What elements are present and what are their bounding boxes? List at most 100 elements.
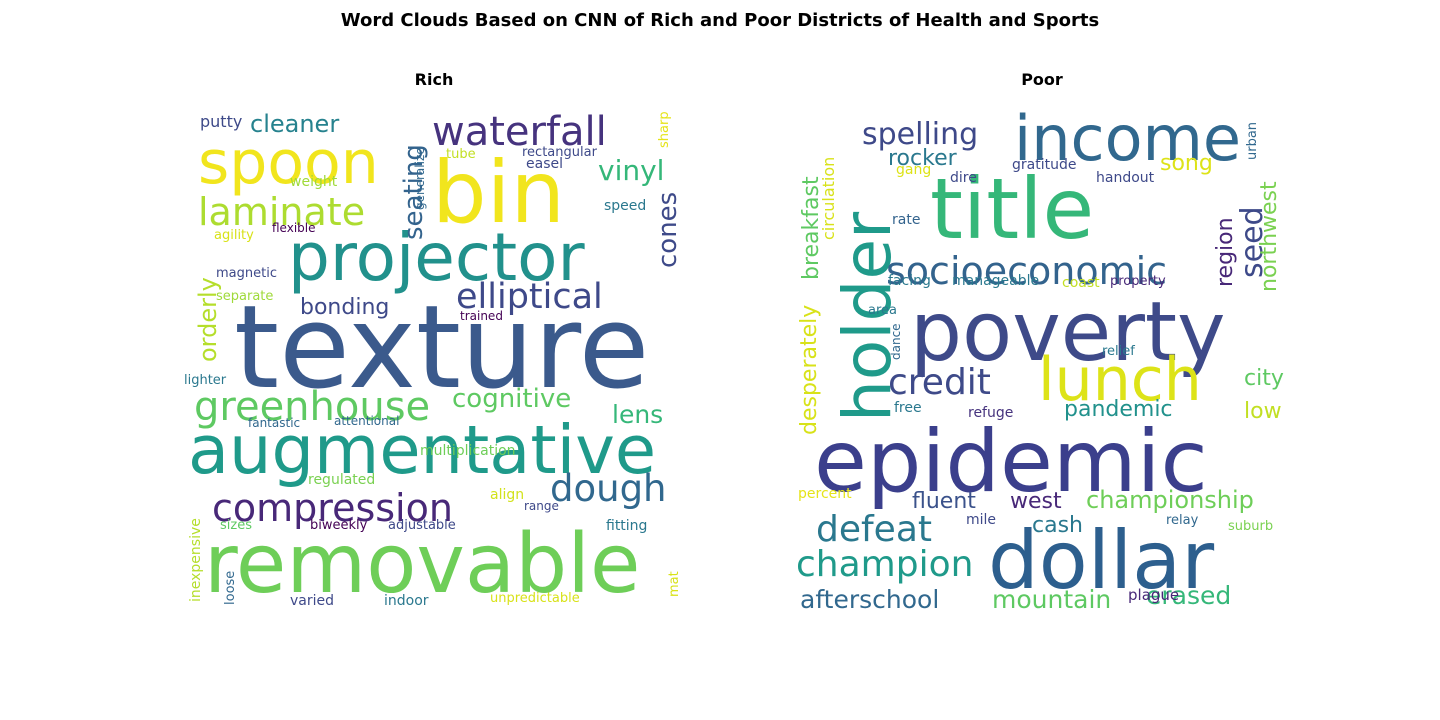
word-rate: rate bbox=[892, 212, 920, 228]
word-removable: removable bbox=[204, 517, 640, 610]
word-trained: trained bbox=[460, 309, 503, 323]
word-low: low bbox=[1244, 399, 1282, 424]
word-defeat: defeat bbox=[816, 509, 932, 550]
word-seating: seating bbox=[399, 144, 429, 240]
word-area: area bbox=[868, 303, 897, 318]
word-holder: holder bbox=[829, 211, 906, 422]
word-socioeconomic: socioeconomic bbox=[886, 249, 1167, 293]
word-credit: credit bbox=[888, 362, 991, 403]
rich-word-cloud: texture removable augmentative binprojector… bbox=[184, 109, 683, 610]
word-unpredictable: unpredictable bbox=[490, 591, 580, 606]
word-cognitive: cognitive bbox=[452, 384, 571, 414]
word-song: song bbox=[1160, 151, 1213, 176]
word-agility: agility bbox=[214, 228, 254, 243]
word-circulation: circulation bbox=[819, 157, 838, 240]
word-projector: projector bbox=[288, 219, 585, 296]
word-spoon: spoon bbox=[198, 128, 379, 198]
word-augmentative: augmentative bbox=[188, 411, 656, 489]
word-dire: dire bbox=[950, 170, 977, 186]
word-range: range bbox=[524, 499, 559, 513]
word-lens: lens bbox=[612, 400, 663, 429]
word-loose: loose bbox=[223, 571, 238, 605]
word-coast: coast bbox=[1062, 275, 1100, 291]
word-cones: cones bbox=[653, 192, 683, 268]
word-plague: plague bbox=[1128, 586, 1179, 604]
word-champion: champion bbox=[796, 544, 973, 585]
word-waterfall: waterfall bbox=[432, 109, 607, 155]
word-fitting: fitting bbox=[606, 518, 647, 534]
word-regulated: regulated bbox=[308, 472, 375, 488]
word-bin: bin bbox=[432, 143, 565, 243]
word-mile: mile bbox=[966, 512, 996, 528]
word-bonding: bonding bbox=[300, 295, 389, 320]
rich-panel-title: Rich bbox=[414, 70, 454, 89]
word-inexpensive: inexpensive bbox=[188, 518, 204, 602]
word-region: region bbox=[1213, 217, 1238, 287]
word-attentional: attentional bbox=[334, 414, 399, 428]
word-fluent: fluent bbox=[912, 489, 976, 514]
word-title: title bbox=[930, 160, 1094, 258]
word-urban: urban bbox=[1245, 122, 1260, 160]
word-dough: dough bbox=[550, 467, 667, 510]
word-lunch: lunch bbox=[1038, 345, 1202, 415]
word-desperately: desperately bbox=[797, 305, 822, 435]
word-mat: mat bbox=[667, 571, 682, 597]
word-relay: relay bbox=[1166, 513, 1199, 528]
word-manageable: manageable bbox=[952, 273, 1039, 289]
word-greenhouse: greenhouse bbox=[194, 384, 430, 430]
word-easel: easel bbox=[526, 156, 563, 172]
word-tube: tube bbox=[446, 147, 476, 162]
word-seed: seed bbox=[1235, 206, 1270, 278]
word-rectangular: rectangular bbox=[522, 145, 598, 160]
word-gratitude: gratitude bbox=[1012, 157, 1076, 173]
word-align: align bbox=[490, 487, 524, 503]
word-laminate: laminate bbox=[198, 190, 365, 234]
word-spelling: spelling bbox=[862, 117, 978, 152]
word-magnetic: magnetic bbox=[216, 266, 277, 281]
word-championship: championship bbox=[1086, 486, 1254, 514]
word-separate: separate bbox=[216, 289, 273, 304]
word-property: property bbox=[1110, 274, 1166, 289]
word-compression: compression bbox=[212, 486, 453, 530]
word-erased: erased bbox=[1146, 581, 1231, 610]
word-multiplication: multiplication bbox=[420, 443, 516, 459]
word-cleaner: cleaner bbox=[250, 110, 339, 138]
word-orderly: orderly bbox=[194, 277, 222, 362]
word-sharp: sharp bbox=[657, 111, 672, 148]
word-epidemic: epidemic bbox=[814, 412, 1208, 512]
word-sizes: sizes bbox=[220, 518, 252, 533]
word-putty: putty bbox=[200, 112, 242, 131]
word-suburb: suburb bbox=[1228, 519, 1273, 534]
word-vinyl: vinyl bbox=[598, 154, 664, 187]
word-poverty: poverty bbox=[910, 285, 1226, 380]
word-texture: texture bbox=[234, 281, 649, 415]
word-afterschool: afterschool bbox=[800, 585, 939, 610]
word-handout: handout bbox=[1096, 170, 1155, 186]
word-percent: percent bbox=[798, 486, 852, 502]
word-dance: dance bbox=[889, 323, 903, 360]
word-city: city bbox=[1244, 366, 1284, 391]
word-cash: cash bbox=[1032, 513, 1083, 538]
word-rocker: rocker bbox=[888, 146, 958, 171]
word-facing: facing bbox=[888, 273, 931, 289]
word-gang: gang bbox=[896, 162, 931, 178]
word-varied: varied bbox=[290, 593, 334, 609]
word-speed: speed bbox=[604, 198, 646, 214]
figure-title: Word Clouds Based on CNN of Rich and Poo… bbox=[340, 10, 1100, 31]
word-dollar: dollar bbox=[988, 514, 1214, 607]
word-generalize: generalize bbox=[413, 147, 427, 210]
word-indoor: indoor bbox=[384, 593, 429, 609]
word-lighter: lighter bbox=[184, 373, 227, 388]
word-breakfast: breakfast bbox=[799, 176, 824, 280]
word-free: free bbox=[894, 400, 922, 416]
word-weight: weight bbox=[290, 174, 338, 190]
word-west: west bbox=[1010, 489, 1062, 514]
word-northwest: northwest bbox=[1257, 181, 1282, 292]
word-refuge: refuge bbox=[968, 405, 1013, 421]
word-elliptical: elliptical bbox=[456, 277, 603, 317]
word-mountain: mountain bbox=[992, 585, 1111, 610]
poor-panel-title: Poor bbox=[1021, 70, 1063, 89]
word-pandemic: pandemic bbox=[1064, 397, 1173, 422]
word-biweekly: biweekly bbox=[310, 518, 368, 533]
